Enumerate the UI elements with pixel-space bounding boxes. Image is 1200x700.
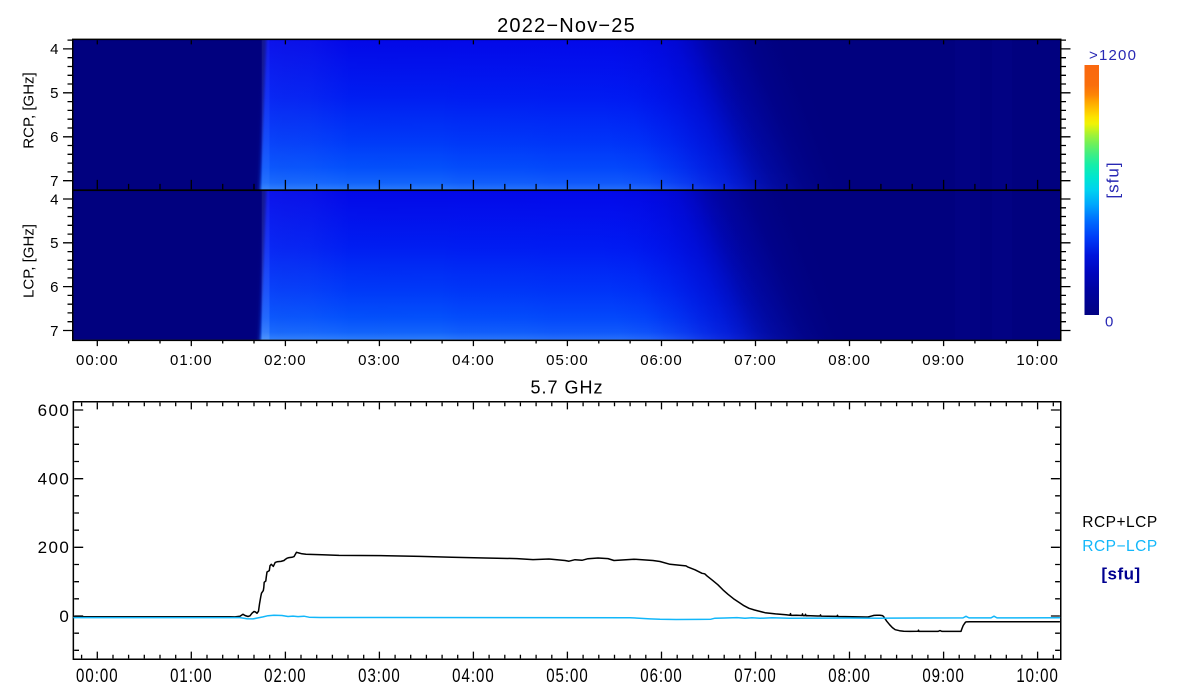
svg-text:5.7 GHz: 5.7 GHz bbox=[530, 378, 603, 398]
svg-text:01:00: 01:00 bbox=[170, 664, 213, 686]
svg-text:02:00: 02:00 bbox=[264, 352, 307, 369]
svg-text:10:00: 10:00 bbox=[1016, 664, 1059, 686]
svg-text:03:00: 03:00 bbox=[358, 352, 401, 369]
svg-text:00:00: 00:00 bbox=[76, 664, 119, 686]
svg-text:03:00: 03:00 bbox=[358, 664, 401, 686]
svg-text:10:00: 10:00 bbox=[1016, 352, 1059, 369]
svg-text:600: 600 bbox=[38, 401, 71, 420]
svg-text:RCP, [GHz]: RCP, [GHz] bbox=[21, 72, 38, 148]
svg-text:6: 6 bbox=[50, 129, 58, 146]
svg-text:00:00: 00:00 bbox=[76, 352, 119, 369]
svg-text:5: 5 bbox=[50, 235, 58, 252]
svg-text:07:00: 07:00 bbox=[734, 352, 777, 369]
svg-text:400: 400 bbox=[38, 469, 71, 488]
svg-text:LCP, [GHz]: LCP, [GHz] bbox=[21, 224, 38, 298]
svg-text:4: 4 bbox=[50, 41, 58, 58]
svg-text:02:00: 02:00 bbox=[264, 664, 307, 686]
svg-text:6: 6 bbox=[50, 279, 58, 296]
svg-text:01:00: 01:00 bbox=[170, 352, 213, 369]
svg-text:5: 5 bbox=[50, 85, 58, 102]
svg-text:04:00: 04:00 bbox=[452, 664, 495, 686]
svg-text:RCP−LCP: RCP−LCP bbox=[1082, 538, 1157, 555]
svg-text:0: 0 bbox=[1105, 313, 1113, 330]
svg-text:08:00: 08:00 bbox=[828, 352, 871, 369]
svg-text:09:00: 09:00 bbox=[922, 352, 965, 369]
svg-text:06:00: 06:00 bbox=[640, 352, 683, 369]
svg-text:2022−Nov−25: 2022−Nov−25 bbox=[497, 15, 636, 37]
svg-text:RCP+LCP: RCP+LCP bbox=[1082, 514, 1157, 531]
svg-text:0: 0 bbox=[59, 607, 70, 626]
svg-text:>1200: >1200 bbox=[1089, 47, 1137, 64]
svg-text:09:00: 09:00 bbox=[922, 664, 965, 686]
svg-text:05:00: 05:00 bbox=[546, 352, 589, 369]
svg-text:05:00: 05:00 bbox=[546, 664, 589, 686]
svg-text:07:00: 07:00 bbox=[734, 664, 777, 686]
svg-text:200: 200 bbox=[38, 538, 71, 557]
svg-text:04:00: 04:00 bbox=[452, 352, 495, 369]
svg-text:08:00: 08:00 bbox=[828, 664, 871, 686]
svg-text:[sfu]: [sfu] bbox=[1104, 161, 1123, 198]
svg-text:7: 7 bbox=[50, 323, 58, 340]
svg-text:4: 4 bbox=[50, 191, 58, 208]
svg-text:7: 7 bbox=[50, 173, 58, 190]
svg-text:06:00: 06:00 bbox=[640, 664, 683, 686]
svg-text:[sfu]: [sfu] bbox=[1101, 565, 1140, 584]
